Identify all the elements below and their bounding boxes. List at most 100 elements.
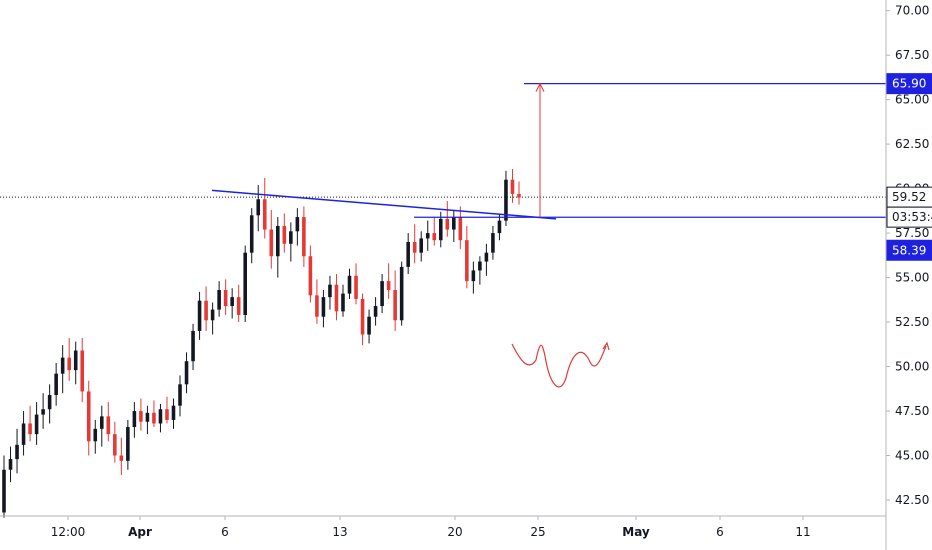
candle-body [484,252,489,262]
countdown-badge: 03:53:4 [886,206,932,228]
candle-body [21,423,26,445]
candle-body [230,297,234,307]
candle-body [41,409,45,415]
price-tick-label: 62.50 [895,137,929,151]
candle-body [452,217,456,230]
candle-body [86,391,91,442]
candle-body [269,229,274,257]
support-price-badge: 58.39 [886,239,932,261]
candle-body [276,225,280,257]
candle-body [282,225,287,244]
candle-body [34,414,39,435]
candle-body [354,275,358,299]
drawings-group [211,83,886,220]
candle-body [47,395,52,410]
candle-body [289,231,293,244]
time-tick-label: 20 [447,525,462,539]
candle-body [438,218,443,241]
target-price-badge-text: 65.90 [892,77,926,91]
candle-body [419,238,424,253]
price-tick-label: 42.50 [895,493,929,507]
candle-body [386,281,391,291]
candle-body [184,361,189,385]
candle-body [113,434,117,456]
candle-body [256,199,261,216]
candle-body [93,428,98,442]
candle-body [465,240,469,282]
time-tick-label: Apr [128,525,152,539]
candle-body [243,252,247,315]
candle-body [171,405,176,420]
candle-body [478,261,482,271]
candle-body [106,416,111,435]
target-arrow-head [535,82,545,92]
candle-body [406,241,410,267]
candle-body [367,316,371,335]
candle-body [321,297,326,317]
price-tick-label: 67.50 [895,48,929,62]
countdown-badge-box [886,206,932,228]
candle-body [197,300,202,331]
candle-body [399,266,404,321]
candle-body [302,217,306,257]
candle-body [236,297,241,315]
time-tick-label: 25 [530,525,545,539]
candle-body [54,373,58,396]
candle-body [328,284,332,298]
candle-body [8,459,13,470]
candle-body [99,416,104,429]
candle-body [308,256,313,296]
support-price-badge-box [886,239,932,261]
candle-body [217,290,221,310]
candle-body [67,357,71,371]
candle-body [497,220,502,234]
candles-group [2,169,521,518]
candle-body [334,284,339,312]
candle-body [152,412,156,424]
candle-body [249,215,254,253]
price-tick-label: 50.00 [895,360,929,374]
candle-body [295,217,300,232]
price-tick-label: 52.50 [895,315,929,329]
candle-body [210,309,215,321]
price-tick-label: 70.00 [895,4,929,18]
candle-body [373,306,378,317]
candle-body [517,193,521,198]
candle-body [458,217,463,241]
candle-body [393,290,397,321]
time-tick-label: 11 [795,525,810,539]
time-tick-label: 6 [716,525,724,539]
candle-body [145,412,150,422]
support-price-badge-text: 58.39 [892,243,926,257]
candle-body [119,455,124,461]
candle-body [132,411,137,428]
candle-body [412,241,417,253]
price-tick-label: 55.00 [895,271,929,285]
candle-body [158,409,163,424]
candle-body [445,218,450,230]
time-tick-label: May [622,525,650,539]
candle-body [223,290,228,307]
candle-body [380,281,384,307]
candle-body [491,233,495,253]
candle-body [28,423,32,435]
countdown-badge-text: 03:53:4 [892,210,932,224]
time-tick-label: 13 [332,525,347,539]
last-price-badge: 59.52 [886,186,932,208]
candle-body [347,275,352,294]
candle-body [165,409,169,420]
candle-body [178,384,182,406]
candle-body [360,298,365,335]
candle-body [510,179,515,194]
candle-body [2,469,6,513]
price-tick-label: 57.50 [895,226,929,240]
price-tick-label: 47.50 [895,404,929,418]
price-badges-group: 65.90 59.52 03:53:4 58.39 [886,73,932,261]
target-price-badge: 65.90 [886,73,932,95]
candle-body [262,199,267,230]
candle-body [15,444,19,460]
price-tick-label: 65.00 [895,93,929,107]
candle-body [60,357,65,374]
